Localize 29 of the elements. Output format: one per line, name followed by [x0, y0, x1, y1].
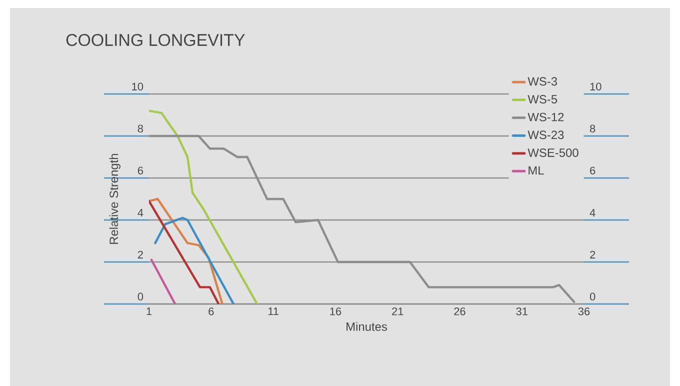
legend-label: WSE-500 — [528, 148, 578, 157]
y-tick-label: 2 — [138, 250, 143, 258]
x-tick-label: 21 — [392, 308, 404, 316]
y-axis-title: Relative Strength — [109, 154, 120, 244]
x-tick-label: 16 — [330, 308, 342, 316]
y-tick-label: 8 — [138, 124, 143, 132]
chart-title: COOLING LONGEVITY — [66, 34, 245, 46]
x-tick-label: 11 — [268, 308, 278, 316]
legend-label: WS-3 — [528, 77, 558, 86]
x-tick-label: 31 — [516, 308, 528, 316]
x-tick-label: 26 — [454, 308, 466, 316]
legend-label: WS-23 — [528, 130, 564, 140]
y2-tick-label: 6 — [590, 166, 596, 174]
x-tick-label: 1 — [146, 308, 152, 316]
y-tick-label: 4 — [138, 208, 144, 216]
y2-tick-label: 2 — [590, 250, 596, 258]
x-axis-title: Minutes — [346, 322, 387, 331]
x-tick-label: 6 — [208, 308, 214, 316]
y-tick-label: 0 — [138, 292, 144, 300]
legend-label: WS-12 — [528, 112, 564, 122]
y2-tick-label: 4 — [590, 208, 596, 216]
y2-tick-label: 10 — [590, 82, 602, 90]
legend-label: ML — [528, 166, 544, 175]
legend-label: WS-5 — [528, 95, 558, 104]
y-tick-label: 10 — [132, 82, 144, 90]
y-tick-label: 6 — [138, 166, 143, 174]
y2-tick-label: 0 — [590, 292, 596, 300]
x-tick-label: 36 — [578, 308, 590, 316]
y2-tick-label: 8 — [590, 124, 596, 132]
